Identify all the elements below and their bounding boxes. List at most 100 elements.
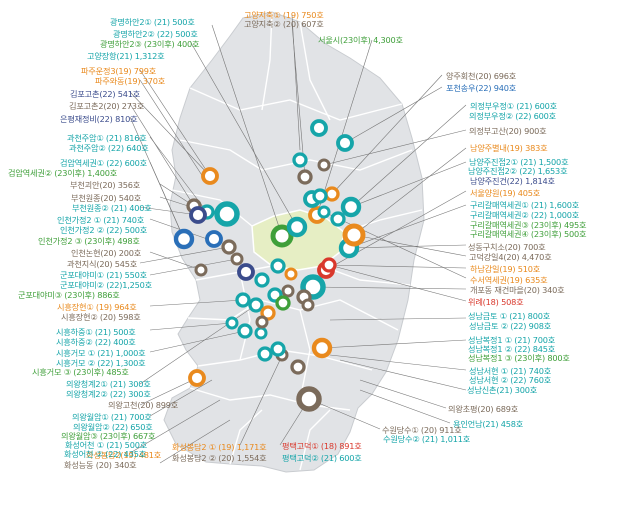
site-label: 화성봉담2 ② (20) 1,554호: [172, 453, 267, 463]
site-label: 검암역세권① (22) 600호: [60, 158, 147, 168]
leader-line: [129, 399, 221, 454]
leader-line: [316, 39, 373, 216]
leader-line: [149, 299, 244, 307]
district-boundary: [179, 139, 413, 171]
leader-line: [139, 79, 206, 181]
site-label: 파주운정3(19) 799호: [81, 66, 157, 76]
site-marker: [290, 359, 306, 375]
site-label: 시흥장현② (20) 598호: [61, 312, 141, 322]
site-label: 군포대야미① (21) 550호: [60, 270, 147, 280]
leader-line: [139, 206, 199, 216]
site-marker: [321, 257, 337, 273]
site-marker: [311, 337, 333, 359]
site-marker: [230, 252, 244, 266]
site-label: 용인언남(21) 458호: [453, 419, 524, 429]
site-label: 검암역세권② (23이후) 1,400호: [8, 168, 118, 178]
leader-line: [139, 377, 198, 406]
site-marker: [336, 134, 354, 152]
site-marker: [173, 228, 195, 250]
district-boundary: [229, 409, 263, 465]
leader-line: [323, 129, 467, 166]
site-marker: [255, 315, 269, 329]
site-label: 시흥거모 ② (22) 1,300호: [56, 358, 146, 368]
site-label: 구리갈매역세권③ (23이후) 495호: [470, 220, 587, 230]
site-marker: [281, 284, 295, 298]
site-label: 의왕초평(20) 689호: [448, 404, 519, 414]
leader-line: [149, 379, 213, 417]
site-label: 화성어천 ② (22) 435호: [64, 449, 147, 459]
site-marker: [312, 188, 328, 204]
site-label: 성남복정1 ② (22) 845호: [468, 344, 556, 354]
site-marker: [254, 326, 268, 340]
leader-line: [308, 398, 381, 430]
site-label: 고덕강일4(20) 4,470호: [469, 252, 552, 262]
district-boundary: [239, 271, 251, 361]
site-label: 성남신촌(21) 300호: [467, 385, 538, 395]
leader-line: [353, 234, 467, 257]
site-marker: [260, 305, 276, 321]
site-label: 광명하안2① (21) 500호: [110, 17, 195, 27]
site-label: 과천주암① (21) 816호: [67, 133, 147, 143]
site-label: 시흥장현① (19) 964호: [57, 302, 137, 312]
leader-line: [328, 264, 467, 302]
leader-line: [129, 103, 195, 207]
site-label: 의왕월암① (21) 700호: [72, 412, 152, 422]
leader-line: [348, 204, 467, 249]
site-label: 남양주진접2① (21) 1,500호: [469, 157, 569, 167]
site-label: 서울시(23이후) 4,300호: [318, 35, 403, 45]
leader-line: [329, 354, 467, 371]
site-label: 수서역세권(19) 635호: [470, 275, 548, 285]
site-label: 양주회천(20) 696호: [446, 71, 517, 81]
leader-line: [239, 359, 281, 446]
site-marker: [310, 119, 328, 137]
leader-lines: [129, 14, 467, 464]
site-label: 의왕청계2② (22) 300호: [66, 389, 151, 399]
district-boundary: [299, 21, 331, 121]
site-label: 과천주암② (22) 640호: [69, 143, 149, 153]
site-label: 광명하안2③ (23이후) 400호: [100, 39, 200, 49]
site-label: 구리갈매역세권① (21) 1,600호: [470, 200, 580, 210]
site-marker: [194, 263, 208, 277]
leader-line: [189, 40, 298, 228]
site-label: 성남금토 ① (21) 800호: [468, 311, 551, 321]
leader-line: [149, 161, 185, 240]
site-label: 파주와동(19) 370호: [95, 76, 166, 86]
site-label: 시흥하중② (22) 400호: [56, 337, 136, 347]
site-label: 위례(18) 508호: [468, 297, 524, 307]
leader-line: [339, 359, 467, 391]
site-label: 수원당수② (21) 1,011호: [383, 434, 471, 444]
district-boundary: [171, 189, 253, 227]
site-label: 남양주진접2② (22) 1,653호: [468, 166, 568, 176]
site-marker: [237, 323, 253, 339]
site-label: 수원당수① (20) 911호: [382, 425, 462, 435]
leader-line: [291, 23, 306, 178]
site-marker: [214, 201, 240, 227]
leader-line: [348, 244, 467, 249]
site-marker: [324, 186, 340, 202]
site-marker: [221, 239, 237, 255]
site-marker: [317, 205, 331, 219]
site-label: 시흥거모 ① (21) 1,000호: [56, 348, 146, 358]
site-marker: [254, 272, 270, 288]
leader-line: [359, 389, 451, 424]
site-label: 김포고촌(22) 541호: [70, 89, 141, 99]
leader-line: [329, 317, 467, 321]
site-label: 화성봉담2 ① (19) 1,171호: [172, 442, 267, 452]
leader-line: [312, 286, 467, 290]
leader-line: [149, 258, 238, 276]
site-label: 화성봉담2(19) 481호: [86, 450, 162, 460]
site-label: 부천원종(20) 540호: [71, 193, 142, 203]
site-label: 성남복정1 ③ (23이후) 800호: [468, 353, 570, 363]
housing-site-markers: [173, 119, 366, 412]
leader-line: [129, 91, 211, 177]
site-marker: [275, 295, 291, 311]
leader-line: [331, 74, 443, 195]
leader-line: [159, 419, 231, 464]
site-marker: [284, 267, 298, 281]
site-label: 화성어천 ① (21) 500호: [65, 440, 148, 450]
site-label: 의왕청계2① (21) 300호: [66, 379, 151, 389]
site-marker: [237, 263, 255, 281]
leader-line: [321, 339, 467, 349]
district-boundary: [299, 309, 311, 401]
